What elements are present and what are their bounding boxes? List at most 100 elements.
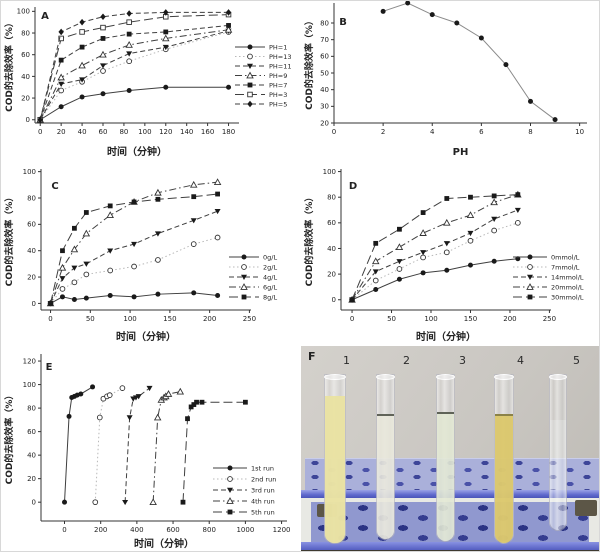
svg-text:60: 60 bbox=[99, 128, 108, 136]
svg-text:100: 100 bbox=[424, 315, 437, 323]
chart-a-cod-vs-time-ph: 0 20 40 60 80 100 120 140 160 180 0 20 40 60 80 100 时间（分… bbox=[3, 7, 292, 158]
svg-text:3rd run: 3rd run bbox=[251, 486, 275, 494]
svg-text:140: 140 bbox=[180, 128, 193, 136]
svg-text:B: B bbox=[339, 17, 347, 28]
svg-text:20: 20 bbox=[320, 119, 329, 127]
svg-text:60: 60 bbox=[21, 51, 30, 59]
svg-text:100: 100 bbox=[323, 168, 336, 176]
svg-text:160: 160 bbox=[201, 128, 214, 136]
svg-text:150: 150 bbox=[464, 315, 477, 323]
panel-f-photo: 1 2 3 4 5 F bbox=[301, 346, 599, 551]
svg-text:6g/L: 6g/L bbox=[263, 283, 277, 291]
svg-text:COD的去除效率（%）: COD的去除效率（%） bbox=[3, 391, 15, 485]
svg-text:时间（分钟）: 时间（分钟） bbox=[416, 330, 476, 343]
svg-text:PH=11: PH=11 bbox=[269, 62, 292, 70]
svg-text:400: 400 bbox=[130, 526, 143, 534]
svg-text:2: 2 bbox=[381, 128, 385, 136]
svg-text:4th run: 4th run bbox=[251, 497, 275, 505]
test-tube-1 bbox=[324, 374, 346, 544]
tube-label: 5 bbox=[573, 354, 580, 367]
svg-text:COD的去除效率（%）: COD的去除效率（%） bbox=[3, 193, 15, 287]
svg-text:0: 0 bbox=[332, 128, 336, 136]
svg-text:COD的去除效率（%）: COD的去除效率（%） bbox=[303, 16, 315, 110]
svg-text:20: 20 bbox=[27, 273, 36, 281]
svg-text:PH=13: PH=13 bbox=[269, 53, 292, 61]
tube-label: 1 bbox=[343, 354, 350, 367]
svg-text:0: 0 bbox=[32, 499, 36, 507]
svg-text:0: 0 bbox=[48, 315, 52, 323]
svg-text:PH=5: PH=5 bbox=[269, 100, 287, 108]
svg-text:6: 6 bbox=[479, 128, 484, 136]
svg-text:1st run: 1st run bbox=[251, 464, 274, 472]
svg-text:60: 60 bbox=[27, 428, 36, 436]
svg-text:20: 20 bbox=[21, 94, 30, 102]
test-tube-5 bbox=[549, 374, 567, 531]
svg-text:0: 0 bbox=[350, 315, 354, 323]
svg-text:40: 40 bbox=[21, 73, 30, 81]
svg-text:时间（分钟）: 时间（分钟） bbox=[134, 537, 194, 550]
chart-c-cod-vs-time-dose-gl: 0 50 100 150 200 250 0 20 40 60 80 100 时间（分钟） COD的去除效… bbox=[3, 168, 277, 343]
tube-liquid bbox=[325, 396, 345, 543]
svg-text:30mmol/L: 30mmol/L bbox=[551, 293, 584, 301]
svg-text:60: 60 bbox=[27, 221, 36, 229]
svg-text:100: 100 bbox=[23, 168, 36, 176]
svg-text:COD的去除效率（%）: COD的去除效率（%） bbox=[303, 193, 315, 287]
svg-text:0g/L: 0g/L bbox=[263, 253, 277, 261]
svg-text:PH=1: PH=1 bbox=[269, 43, 287, 51]
tube-liquid bbox=[377, 414, 394, 539]
panel-d: 0 50 100 150 200 250 0 20 40 60 80 100 时间（分钟） COD的去除效… bbox=[301, 161, 599, 346]
svg-text:600: 600 bbox=[166, 526, 179, 534]
svg-text:40: 40 bbox=[27, 452, 36, 460]
svg-text:时间（分钟）: 时间（分钟） bbox=[116, 330, 176, 343]
svg-text:0: 0 bbox=[32, 300, 36, 308]
liquid-meniscus-line bbox=[377, 414, 394, 416]
svg-text:0: 0 bbox=[26, 116, 30, 124]
panel-c: 0 50 100 150 200 250 0 20 40 60 80 100 时间（分钟） COD的去除效… bbox=[1, 161, 301, 346]
svg-text:80: 80 bbox=[27, 194, 36, 202]
svg-text:80: 80 bbox=[327, 194, 336, 202]
tube-liquid bbox=[437, 412, 454, 541]
svg-text:PH=9: PH=9 bbox=[269, 72, 287, 80]
svg-text:200: 200 bbox=[94, 526, 107, 534]
svg-text:100: 100 bbox=[123, 315, 136, 323]
panel-f-label: F bbox=[308, 350, 316, 363]
svg-text:800: 800 bbox=[203, 526, 216, 534]
svg-text:50: 50 bbox=[387, 315, 396, 323]
svg-text:80: 80 bbox=[27, 404, 36, 412]
panel-a: 0 20 40 60 80 100 120 140 160 180 0 20 40 60 80 100 时间（分… bbox=[1, 1, 301, 161]
svg-text:5th run: 5th run bbox=[251, 508, 275, 516]
test-tube-3 bbox=[436, 374, 455, 542]
tube-label: 2 bbox=[403, 354, 410, 367]
svg-text:7mmol/L: 7mmol/L bbox=[551, 263, 580, 271]
svg-text:1000: 1000 bbox=[236, 526, 254, 534]
svg-text:2nd run: 2nd run bbox=[251, 475, 276, 483]
svg-text:80: 80 bbox=[320, 19, 329, 27]
svg-text:20mmol/L: 20mmol/L bbox=[551, 283, 584, 291]
chart-e-cod-vs-time-runs: 0 200 400 600 800 1000 1200 0 20 40 60 80 100 120 时间（分… bbox=[3, 354, 291, 550]
svg-text:0: 0 bbox=[62, 526, 66, 534]
liquid-meniscus-line bbox=[495, 414, 513, 416]
svg-text:40: 40 bbox=[320, 86, 329, 94]
svg-text:PH=3: PH=3 bbox=[269, 91, 287, 99]
svg-text:1200: 1200 bbox=[273, 526, 291, 534]
chart-b-cod-vs-ph: 0 2 4 6 8 10 20 30 40 50 60 70 80 PH COD的去除效率（%） B bbox=[303, 1, 587, 158]
svg-text:8: 8 bbox=[528, 128, 532, 136]
svg-text:50: 50 bbox=[86, 315, 95, 323]
svg-text:8g/L: 8g/L bbox=[263, 293, 277, 301]
test-tube-4 bbox=[494, 374, 514, 544]
svg-text:80: 80 bbox=[119, 128, 128, 136]
svg-text:120: 120 bbox=[23, 357, 36, 365]
tube-liquid bbox=[550, 420, 566, 530]
svg-text:150: 150 bbox=[163, 315, 176, 323]
svg-text:A: A bbox=[41, 11, 49, 22]
svg-text:PH: PH bbox=[453, 147, 469, 158]
svg-text:40: 40 bbox=[27, 247, 36, 255]
svg-text:30: 30 bbox=[320, 103, 329, 111]
tube-liquid bbox=[495, 414, 513, 543]
chart-d-cod-vs-time-mmol: 0 50 100 150 200 250 0 20 40 60 80 100 时间（分钟） COD的去除效… bbox=[303, 168, 584, 343]
svg-text:60: 60 bbox=[320, 53, 329, 61]
svg-text:100: 100 bbox=[17, 8, 30, 16]
svg-text:C: C bbox=[51, 181, 58, 192]
svg-text:60: 60 bbox=[327, 219, 336, 227]
svg-text:20: 20 bbox=[57, 128, 66, 136]
